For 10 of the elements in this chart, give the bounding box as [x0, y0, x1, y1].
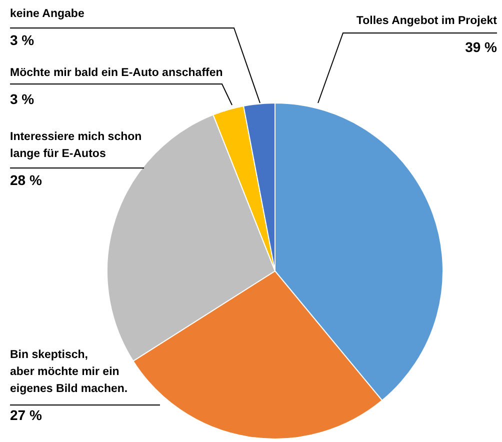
data-label: 28 % — [10, 172, 42, 188]
data-label: 39 % — [465, 39, 498, 55]
slice-label: keine Angabe — [10, 8, 84, 20]
data-label: 27 % — [10, 407, 42, 423]
slice-label: Möchte mir bald ein E-Auto anschaffen — [10, 67, 223, 79]
slice-label: Interessiere mich schon lange für E-Autos — [10, 131, 142, 160]
slice-label: Bin skeptisch, aber möchte mir ein eigenes Bild machen. — [10, 349, 128, 395]
data-label: 3 % — [10, 91, 35, 107]
data-label: 3 % — [10, 32, 35, 48]
slice-label: Tolles Angebot im Projekt — [356, 15, 498, 27]
